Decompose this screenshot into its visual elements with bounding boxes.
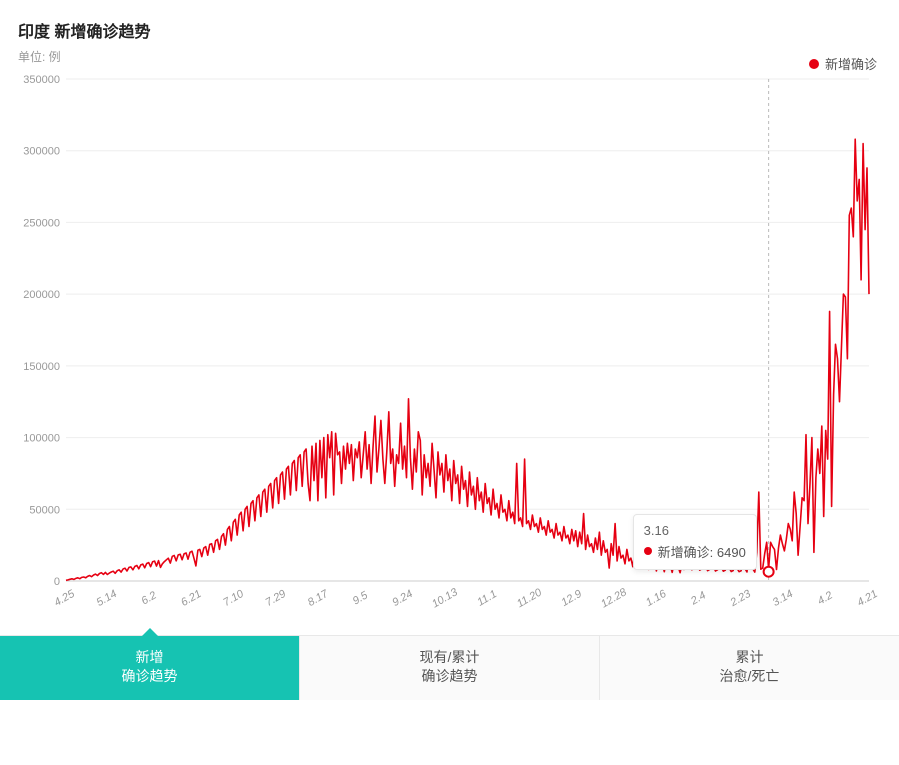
- svg-text:5.14: 5.14: [94, 588, 119, 609]
- svg-text:2.23: 2.23: [728, 587, 754, 609]
- svg-text:7.10: 7.10: [221, 587, 246, 609]
- chart-tabs: 新增 确诊趋势 现有/累计 确诊趋势 累计 治愈/死亡: [0, 635, 899, 700]
- tab-line2: 治愈/死亡: [600, 667, 899, 686]
- tab-cumulative-recovery-death[interactable]: 累计 治愈/死亡: [600, 636, 899, 700]
- chart-plot-area[interactable]: 0 50000 100000 150000 200000 250000 300000 3500…: [18, 69, 881, 629]
- chart-tooltip: 3.16 新增确诊: 6490: [633, 514, 757, 570]
- svg-text:6.2: 6.2: [139, 589, 158, 607]
- svg-text:4.2: 4.2: [816, 589, 835, 607]
- chart-unit-label: 单位: 例: [18, 48, 881, 65]
- svg-text:3.14: 3.14: [771, 588, 796, 609]
- svg-text:11.1: 11.1: [475, 588, 499, 609]
- svg-text:6.21: 6.21: [179, 588, 204, 609]
- svg-text:1.16: 1.16: [644, 587, 669, 609]
- svg-text:4.25: 4.25: [52, 587, 77, 609]
- svg-text:200000: 200000: [23, 289, 60, 301]
- tab-line1: 现有/累计: [300, 648, 599, 667]
- svg-text:4.21: 4.21: [855, 588, 880, 609]
- svg-text:150000: 150000: [23, 361, 60, 373]
- tab-existing-cumulative-trend[interactable]: 现有/累计 确诊趋势: [300, 636, 600, 700]
- svg-text:12.28: 12.28: [599, 586, 630, 611]
- svg-text:0: 0: [54, 576, 60, 588]
- tab-line2: 确诊趋势: [0, 667, 299, 686]
- svg-text:8.17: 8.17: [306, 587, 331, 609]
- tab-line1: 新增: [0, 648, 299, 667]
- legend-dot-icon: [809, 59, 819, 69]
- tooltip-dot-icon: [644, 547, 652, 555]
- svg-text:50000: 50000: [29, 504, 60, 516]
- svg-text:250000: 250000: [23, 217, 60, 229]
- svg-text:12.9: 12.9: [559, 588, 584, 609]
- chart-container: 印度 新增确诊趋势 单位: 例 新增确诊 0500001000001500002…: [0, 0, 899, 629]
- svg-text:300000: 300000: [23, 146, 60, 158]
- svg-text:9.24: 9.24: [390, 588, 415, 609]
- tab-line2: 确诊趋势: [300, 667, 599, 686]
- svg-text:11.20: 11.20: [515, 586, 545, 610]
- tooltip-series-label: 新增确诊: 6490: [658, 542, 746, 561]
- tab-line1: 累计: [600, 648, 899, 667]
- svg-text:2.4: 2.4: [688, 589, 708, 608]
- tab-new-cases-trend[interactable]: 新增 确诊趋势: [0, 636, 300, 700]
- svg-text:10.13: 10.13: [430, 586, 461, 611]
- svg-text:100000: 100000: [23, 433, 60, 445]
- svg-text:7.29: 7.29: [264, 588, 289, 609]
- chart-title: 印度 新增确诊趋势: [18, 18, 881, 42]
- svg-text:9.5: 9.5: [351, 589, 371, 607]
- tooltip-date: 3.16: [644, 523, 746, 538]
- svg-text:350000: 350000: [23, 74, 60, 86]
